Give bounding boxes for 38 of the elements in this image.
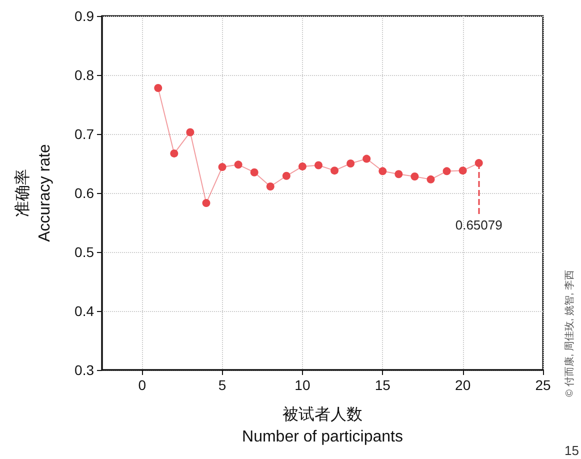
text: © 付而康, 周佳玫, 姚智, 李西 xyxy=(564,270,576,397)
point xyxy=(234,160,242,169)
point xyxy=(314,161,322,170)
y-tick-label: 0.8 xyxy=(74,67,94,83)
point xyxy=(394,170,403,178)
point xyxy=(378,167,387,176)
x-axis-title: 被试者人数 Number of participants xyxy=(242,406,403,446)
point xyxy=(330,166,339,175)
annotation: 0.65079 xyxy=(455,217,502,232)
x-tick-label: 5 xyxy=(218,377,226,393)
point xyxy=(266,182,274,191)
y-tick-label: 0.4 xyxy=(74,303,94,319)
y-tick-label: 0.6 xyxy=(74,185,94,201)
point xyxy=(362,154,371,163)
point xyxy=(298,162,306,170)
point xyxy=(458,166,467,175)
point xyxy=(282,172,290,180)
x-tick-label: 15 xyxy=(374,377,391,393)
y-tick-label: 0.3 xyxy=(74,362,94,378)
x-tick-label: 20 xyxy=(455,377,471,393)
text: 15 xyxy=(564,443,580,458)
x-tick-label: 25 xyxy=(535,377,551,393)
y-tick-label: 0.5 xyxy=(74,244,94,260)
point xyxy=(442,167,451,176)
y-tick-label: 0.9 xyxy=(74,8,94,24)
point xyxy=(346,160,355,168)
x-tick-label: 0 xyxy=(138,377,146,393)
point xyxy=(186,128,194,136)
point xyxy=(426,175,435,184)
x-tick-label: 10 xyxy=(294,377,310,393)
y-tick-label: 0.7 xyxy=(74,126,94,142)
y-axis-title: 准确率 Accuracy rate xyxy=(14,144,54,242)
point xyxy=(218,163,226,172)
point xyxy=(202,199,210,208)
point xyxy=(250,168,258,176)
point xyxy=(410,172,419,180)
point xyxy=(170,149,178,158)
point xyxy=(154,84,162,92)
